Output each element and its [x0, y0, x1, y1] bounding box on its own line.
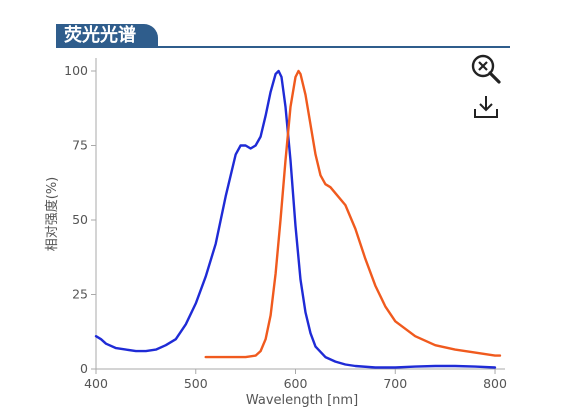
x-tick-label: 500	[184, 376, 208, 391]
x-tick-label: 800	[483, 376, 507, 391]
download-button[interactable]	[469, 90, 503, 124]
y-tick-label: 100	[64, 63, 88, 78]
x-tick-label: 400	[84, 376, 108, 391]
header-rule	[56, 46, 510, 48]
y-axis-title: 相对强度(%)	[44, 177, 60, 252]
y-tick-label: 50	[72, 212, 88, 227]
excitation-spectrum-line	[94, 69, 497, 369]
panel-header: 荧光光谱	[56, 24, 510, 48]
download-icon	[474, 96, 498, 118]
x-tick-label: 700	[383, 376, 407, 391]
x-axis-title: Wavelength [nm]	[246, 393, 358, 408]
zoom-reset-icon	[471, 54, 501, 84]
x-tick-label: 600	[284, 376, 308, 391]
panel-title: 荧光光谱	[56, 24, 158, 48]
y-tick-label: 25	[72, 287, 88, 302]
zoom-reset-button[interactable]	[469, 52, 503, 86]
y-tick-label: 75	[72, 138, 88, 153]
emission-spectrum-line	[204, 69, 502, 359]
y-tick-label: 0	[80, 361, 88, 376]
